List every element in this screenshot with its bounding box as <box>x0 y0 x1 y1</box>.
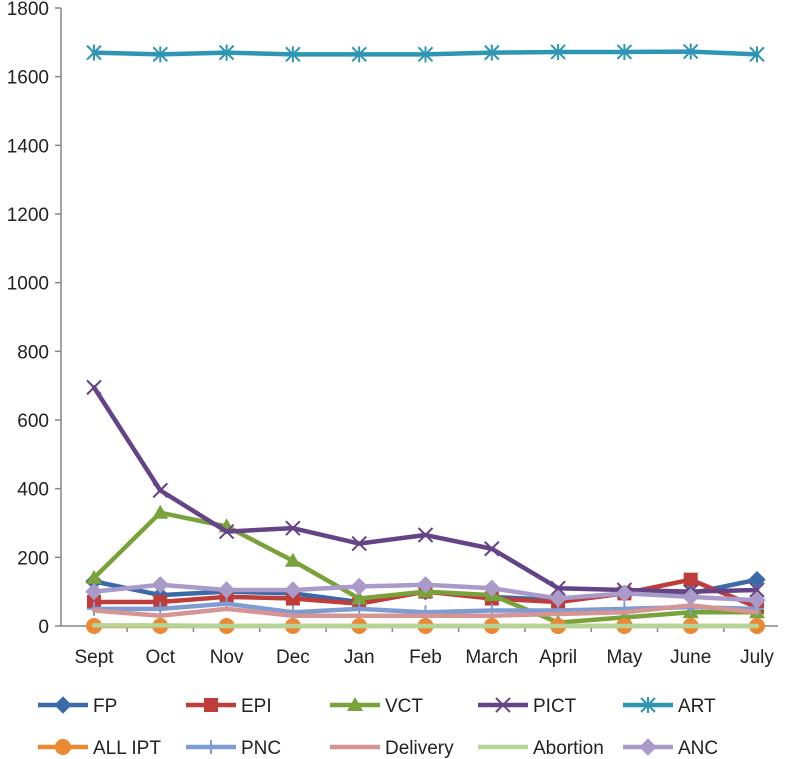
data-point <box>218 44 235 61</box>
series-anc <box>85 576 766 609</box>
legend-label: ANC <box>678 738 718 759</box>
data-point <box>495 697 511 713</box>
data-point <box>483 579 501 597</box>
x-tick-label: May <box>606 647 642 668</box>
data-point <box>86 379 102 396</box>
data-point <box>284 581 302 599</box>
data-point <box>416 576 435 594</box>
y-tick-label: 400 <box>17 480 49 501</box>
data-point <box>285 520 301 536</box>
data-point <box>351 46 367 63</box>
legend-label: Delivery <box>385 738 454 759</box>
data-point <box>749 582 765 598</box>
data-point <box>152 504 169 519</box>
y-tick-label: 0 <box>38 617 49 638</box>
data-point <box>350 577 368 596</box>
legend-item-epi: EPI <box>186 696 272 717</box>
data-point <box>351 590 368 605</box>
x-tick-label: July <box>740 647 774 668</box>
data-point <box>351 535 367 552</box>
series-line <box>91 623 760 629</box>
legend-label: FP <box>93 696 117 717</box>
series-abortion <box>91 623 760 629</box>
data-point <box>639 738 657 756</box>
data-point <box>86 44 102 61</box>
x-tick-label: June <box>670 647 711 668</box>
data-point <box>748 591 766 609</box>
data-point <box>682 43 699 60</box>
data-point <box>152 482 169 499</box>
data-point <box>417 46 434 63</box>
data-point <box>347 697 363 711</box>
x-tick-label: Nov <box>210 647 244 668</box>
data-point <box>204 740 218 754</box>
data-point <box>615 584 634 603</box>
y-tick-label: 200 <box>17 548 49 569</box>
legend-item-art: ART <box>623 696 716 717</box>
legend-item-pict: PICT <box>478 696 577 717</box>
legend-item-delivery: Delivery <box>330 738 454 759</box>
data-point <box>417 527 434 543</box>
legend-label: PICT <box>533 696 577 717</box>
x-tick-label: Feb <box>409 647 442 668</box>
legend-item-pnc: PNC <box>186 738 281 759</box>
data-point <box>204 698 218 712</box>
y-axis-ticks: 0 200 400 600 800 1000 1200 1400 1600 1800 <box>7 0 61 638</box>
legend-label: ALL IPT <box>93 738 161 759</box>
x-tick-label: Sept <box>74 647 114 668</box>
data-point <box>217 581 236 599</box>
data-point <box>218 523 235 540</box>
y-tick-label: 800 <box>17 342 49 363</box>
data-point <box>85 582 103 601</box>
data-point <box>640 697 656 713</box>
data-point <box>484 44 500 61</box>
legend-label: ART <box>678 696 716 717</box>
data-point <box>152 46 169 63</box>
data-point <box>550 580 566 596</box>
data-point <box>54 696 72 714</box>
legend-label: PNC <box>241 738 281 759</box>
data-point <box>284 552 301 567</box>
legend-item-vct: VCT <box>330 696 423 717</box>
data-point <box>55 739 71 755</box>
series-pict <box>86 379 765 600</box>
legend-label: EPI <box>241 696 272 717</box>
x-tick-label: April <box>539 647 577 668</box>
data-point <box>748 570 766 589</box>
legend-item-all-ipt: ALL IPT <box>38 738 161 759</box>
series-line <box>91 603 760 618</box>
legend: FP EPI VCT PICT ART ALL IPT PNC Delivery Abortio… <box>38 696 718 759</box>
x-tick-label: March <box>465 647 518 668</box>
legend-label: VCT <box>385 696 423 717</box>
legend-item-abortion: Abortion <box>478 738 604 759</box>
x-tick-label: Jan <box>344 647 375 668</box>
y-tick-label: 1600 <box>7 68 49 89</box>
y-tick-label: 1000 <box>7 274 49 295</box>
x-tick-label: Dec <box>276 647 310 668</box>
legend-item-fp: FP <box>38 696 117 717</box>
data-point <box>151 576 170 594</box>
legend-item-anc: ANC <box>623 738 718 759</box>
series-art <box>86 43 765 63</box>
series-lines <box>85 43 766 634</box>
series-line <box>91 385 760 594</box>
data-point <box>484 541 500 557</box>
series-delivery <box>91 603 760 618</box>
y-tick-label: 1200 <box>7 205 49 226</box>
y-tick-label: 600 <box>17 411 49 432</box>
y-tick-label: 1800 <box>7 0 49 20</box>
data-point <box>550 43 566 60</box>
data-point <box>683 572 698 587</box>
data-point <box>749 46 765 63</box>
chart-axes <box>60 8 778 627</box>
y-tick-label: 1400 <box>7 136 49 157</box>
x-tick-label: Oct <box>146 647 176 668</box>
data-point <box>285 46 301 63</box>
data-point <box>549 589 567 608</box>
data-point <box>681 588 700 606</box>
data-point <box>86 569 102 584</box>
legend-label: Abortion <box>533 738 604 759</box>
data-point <box>616 43 633 60</box>
